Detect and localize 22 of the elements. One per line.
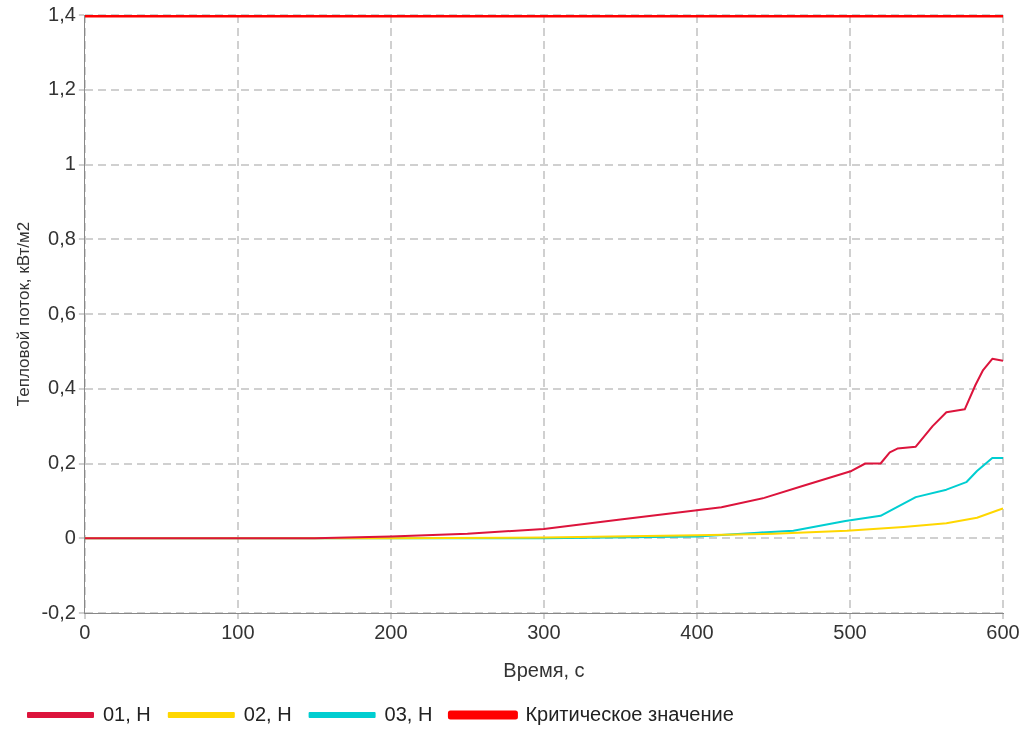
legend-label: 02, Н bbox=[243, 702, 292, 725]
y-tick-label: 1,2 bbox=[48, 77, 76, 100]
x-tick-label: 300 bbox=[527, 620, 561, 643]
legend-label: 03, Н bbox=[384, 702, 433, 725]
x-tick-label: 200 bbox=[374, 620, 408, 643]
y-tick-label: 0,8 bbox=[48, 226, 76, 249]
y-tick-label: 0 bbox=[64, 525, 76, 548]
y-axis-title: Тепловой поток, кВт/м2 bbox=[13, 221, 33, 407]
x-tick-label: 400 bbox=[680, 620, 714, 643]
y-tick-label: 0,4 bbox=[48, 376, 76, 399]
legend-label: 01, Н bbox=[103, 702, 151, 725]
legend-label: Критическое значение bbox=[525, 702, 734, 725]
y-tick-label: 0,6 bbox=[48, 301, 76, 324]
x-tick-label: 100 bbox=[221, 620, 255, 643]
x-tick-label: 600 bbox=[986, 620, 1020, 643]
x-axis-title: Время, с bbox=[503, 658, 585, 681]
x-tick-label: 0 bbox=[79, 620, 91, 643]
x-tick-label: 500 bbox=[833, 620, 867, 643]
y-tick-label: 1,4 bbox=[48, 2, 76, 25]
y-tick-label: 1 bbox=[64, 152, 76, 175]
y-tick-label: -0,2 bbox=[41, 600, 76, 623]
y-tick-label: 0,2 bbox=[48, 451, 76, 474]
